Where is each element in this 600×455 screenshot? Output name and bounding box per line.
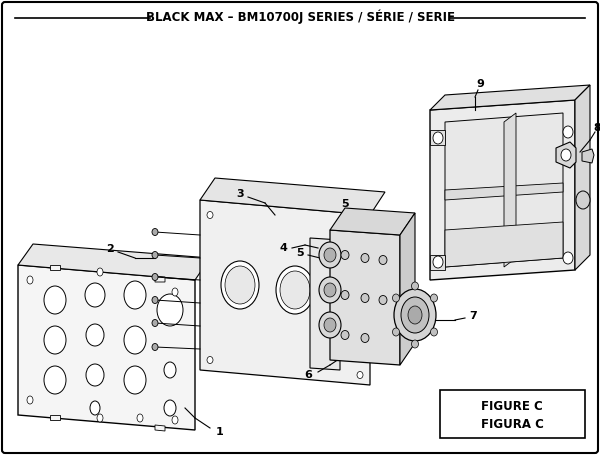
Polygon shape xyxy=(18,265,195,430)
Ellipse shape xyxy=(563,252,573,264)
Ellipse shape xyxy=(225,266,255,304)
Polygon shape xyxy=(430,130,445,145)
Ellipse shape xyxy=(431,294,437,302)
Polygon shape xyxy=(445,222,563,267)
Ellipse shape xyxy=(401,297,429,333)
Polygon shape xyxy=(445,113,563,267)
Ellipse shape xyxy=(576,191,590,209)
Text: 6: 6 xyxy=(304,370,312,380)
Ellipse shape xyxy=(207,357,213,364)
Polygon shape xyxy=(310,238,340,370)
Ellipse shape xyxy=(324,283,336,297)
Polygon shape xyxy=(504,113,516,267)
Ellipse shape xyxy=(408,306,422,324)
Ellipse shape xyxy=(319,312,341,338)
Ellipse shape xyxy=(172,416,178,424)
Polygon shape xyxy=(400,213,415,365)
Text: FIGURA C: FIGURA C xyxy=(481,419,544,431)
Ellipse shape xyxy=(326,271,364,319)
Ellipse shape xyxy=(90,401,100,415)
Ellipse shape xyxy=(357,371,363,379)
Ellipse shape xyxy=(86,324,104,346)
Ellipse shape xyxy=(431,328,437,336)
Ellipse shape xyxy=(394,289,436,341)
Polygon shape xyxy=(556,142,576,168)
Polygon shape xyxy=(155,276,165,282)
Ellipse shape xyxy=(44,366,66,394)
Ellipse shape xyxy=(172,288,178,296)
Ellipse shape xyxy=(152,252,158,258)
Polygon shape xyxy=(430,85,590,110)
Ellipse shape xyxy=(164,362,176,378)
Ellipse shape xyxy=(221,261,259,309)
Polygon shape xyxy=(430,100,575,280)
Ellipse shape xyxy=(152,297,158,303)
Polygon shape xyxy=(18,244,210,280)
Polygon shape xyxy=(200,178,385,215)
Bar xyxy=(440,390,585,438)
Ellipse shape xyxy=(561,149,571,161)
Ellipse shape xyxy=(152,344,158,350)
Polygon shape xyxy=(200,200,370,385)
Text: 1: 1 xyxy=(216,427,224,437)
Ellipse shape xyxy=(157,294,183,326)
Text: 4: 4 xyxy=(279,243,287,253)
Text: 9: 9 xyxy=(476,79,484,89)
Ellipse shape xyxy=(137,414,143,422)
Ellipse shape xyxy=(341,290,349,299)
Ellipse shape xyxy=(124,281,146,309)
Text: 5: 5 xyxy=(296,248,304,258)
Ellipse shape xyxy=(44,326,66,354)
Ellipse shape xyxy=(341,330,349,339)
Ellipse shape xyxy=(330,276,360,314)
Ellipse shape xyxy=(392,294,400,302)
Ellipse shape xyxy=(152,319,158,327)
Ellipse shape xyxy=(85,283,105,307)
Polygon shape xyxy=(445,183,563,200)
Polygon shape xyxy=(330,208,415,235)
Ellipse shape xyxy=(86,364,104,386)
Text: 5: 5 xyxy=(341,199,349,209)
Ellipse shape xyxy=(412,282,419,290)
Ellipse shape xyxy=(152,273,158,280)
Ellipse shape xyxy=(27,276,33,284)
Ellipse shape xyxy=(357,218,363,226)
Ellipse shape xyxy=(124,326,146,354)
Ellipse shape xyxy=(361,253,369,263)
Ellipse shape xyxy=(27,396,33,404)
Text: 8: 8 xyxy=(593,123,600,133)
Ellipse shape xyxy=(319,242,341,268)
Polygon shape xyxy=(50,265,60,270)
Ellipse shape xyxy=(433,256,443,268)
Ellipse shape xyxy=(341,251,349,259)
Polygon shape xyxy=(582,149,594,163)
Ellipse shape xyxy=(324,318,336,332)
Ellipse shape xyxy=(164,400,176,416)
Ellipse shape xyxy=(276,266,314,314)
Polygon shape xyxy=(50,415,60,420)
Ellipse shape xyxy=(433,132,443,144)
Ellipse shape xyxy=(392,328,400,336)
Ellipse shape xyxy=(44,286,66,314)
Text: 3: 3 xyxy=(236,189,244,199)
Ellipse shape xyxy=(412,340,419,348)
Ellipse shape xyxy=(324,248,336,262)
Polygon shape xyxy=(430,255,445,270)
Polygon shape xyxy=(155,425,165,431)
Ellipse shape xyxy=(563,126,573,138)
Text: 7: 7 xyxy=(469,311,477,321)
Ellipse shape xyxy=(97,414,103,422)
Ellipse shape xyxy=(361,334,369,343)
Ellipse shape xyxy=(124,366,146,394)
Ellipse shape xyxy=(97,268,103,276)
Ellipse shape xyxy=(207,212,213,218)
Text: BLACK MAX – BM10700J SERIES / SÉRIE / SERIE: BLACK MAX – BM10700J SERIES / SÉRIE / SE… xyxy=(146,10,455,24)
Ellipse shape xyxy=(152,228,158,236)
Ellipse shape xyxy=(319,277,341,303)
Polygon shape xyxy=(575,85,590,270)
Ellipse shape xyxy=(280,271,310,309)
Ellipse shape xyxy=(379,295,387,304)
Text: FIGURE C: FIGURE C xyxy=(481,399,543,413)
Ellipse shape xyxy=(361,293,369,303)
